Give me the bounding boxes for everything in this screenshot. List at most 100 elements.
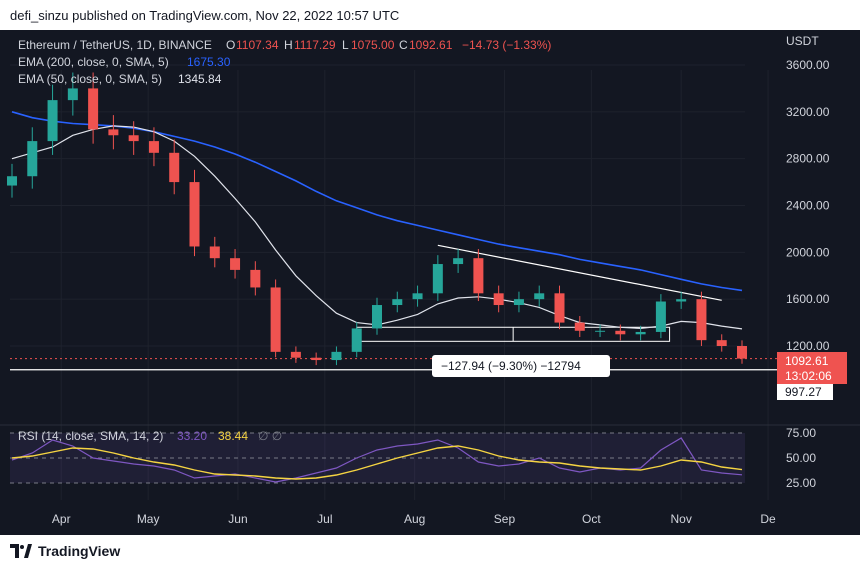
tradingview-logo[interactable]: TradingView	[10, 543, 120, 559]
candle-body	[513, 299, 524, 306]
candle-body	[169, 152, 180, 183]
currency-label: USDT	[786, 34, 819, 48]
candle-body	[270, 287, 281, 352]
legend-ema200-value: 1675.30	[187, 55, 231, 69]
legend: Ethereum / TetherUS, 1D, BINANCE O 1107.…	[18, 38, 551, 86]
candle-body	[615, 330, 626, 335]
tradingview-icon	[10, 544, 32, 558]
candle-body	[7, 176, 17, 186]
current-price-value: 1092.61	[785, 354, 829, 368]
countdown-value: 13:02:06	[785, 369, 832, 383]
price-tick: 2400.00	[786, 199, 830, 213]
month-tick: Nov	[670, 512, 691, 526]
month-tick: Jun	[228, 512, 247, 526]
legend-h-label: H	[284, 38, 293, 52]
rsi-sma-value: 38.44	[218, 429, 248, 443]
month-tick: Jul	[317, 512, 332, 526]
candle-body	[554, 293, 565, 323]
price-tick: 3600.00	[786, 58, 830, 72]
support-price-value: 997.27	[785, 385, 822, 399]
month-tick: Apr	[52, 512, 71, 526]
candle-body	[108, 129, 119, 136]
candle-body	[47, 100, 58, 142]
legend-o-label: O	[226, 38, 235, 52]
legend-change: −14.73 (−1.33%)	[462, 38, 551, 52]
time-axis[interactable]: Apr May Jun Jul Aug Sep Oct Nov De	[52, 512, 776, 526]
month-tick: De	[760, 512, 776, 526]
measure-tooltip[interactable]: −127.94 (−9.30%) −12794	[432, 355, 610, 377]
candle-body	[696, 299, 707, 341]
descending-trendline[interactable]	[437, 244, 722, 301]
month-tick: Aug	[404, 512, 425, 526]
ema200-line	[11, 111, 743, 292]
measure-text: −127.94 (−9.30%) −12794	[441, 359, 581, 373]
price-tick: 1200.00	[786, 339, 830, 353]
candle-body	[534, 293, 545, 300]
candle-body	[128, 135, 139, 142]
candle-body	[473, 258, 484, 294]
price-tick: 2000.00	[786, 245, 830, 259]
candle-body	[574, 322, 585, 331]
rsi-tick: 25.00	[786, 476, 816, 490]
rsi-extra: ∅ ∅	[258, 429, 282, 443]
candle-body	[595, 330, 606, 332]
candle-body	[250, 269, 261, 288]
price-chart-svg[interactable]: Ethereum / TetherUS, 1D, BINANCE O 1107.…	[0, 30, 860, 535]
candle-body	[230, 258, 241, 270]
current-price-tag: 1092.61 13:02:06	[777, 352, 847, 384]
legend-low: 1075.00	[351, 38, 395, 52]
rsi-label: RSI (14, close, SMA, 14, 2)	[18, 429, 163, 443]
candle-body	[737, 346, 747, 359]
rsi-line	[11, 437, 743, 483]
month-tick: Sep	[494, 512, 516, 526]
rsi-legend: RSI (14, close, SMA, 14, 2) 33.20 38.44 …	[18, 429, 282, 443]
candles-group	[7, 72, 747, 366]
candle-body	[635, 331, 646, 335]
candle-body	[655, 301, 666, 332]
candle-body	[493, 293, 504, 306]
price-axis[interactable]: 3600.00 3200.00 2800.00 2400.00 2000.00 1600.…	[786, 58, 830, 353]
footer: TradingView	[0, 535, 860, 569]
candle-body	[676, 299, 687, 302]
candle-body	[432, 264, 443, 294]
candle-body	[412, 293, 423, 300]
legend-ema50-label: EMA (50, close, 0, SMA, 5)	[18, 72, 162, 86]
candle-body	[88, 88, 99, 130]
price-tick: 1600.00	[786, 292, 830, 306]
candle-body	[27, 141, 38, 177]
legend-l-label: L	[342, 38, 349, 52]
legend-ema50-value: 1345.84	[178, 72, 222, 86]
candle-body	[453, 258, 464, 265]
rsi-axis: 75.00 50.00 25.00	[786, 426, 816, 490]
candle-body	[716, 340, 727, 346]
candle-body	[209, 246, 220, 259]
candle-body	[148, 141, 159, 153]
rsi-value: 33.20	[177, 429, 207, 443]
header: defi_sinzu published on TradingView.com,…	[0, 0, 860, 30]
month-tick: May	[137, 512, 160, 526]
candle-body	[67, 88, 78, 101]
candle-body	[189, 182, 200, 247]
price-tick: 3200.00	[786, 105, 830, 119]
candle-body	[331, 351, 342, 361]
legend-high: 1117.29	[294, 38, 336, 52]
legend-c-label: C	[399, 38, 408, 52]
rsi-sma-line	[11, 445, 743, 480]
candle-body	[392, 299, 403, 306]
candle-body	[372, 305, 382, 329]
rsi-tick: 50.00	[786, 451, 816, 465]
chart-area[interactable]: Ethereum / TetherUS, 1D, BINANCE O 1107.…	[0, 30, 860, 535]
legend-open: 1107.34	[236, 38, 279, 52]
legend-ema200-label: EMA (200, close, 0, SMA, 5)	[18, 55, 169, 69]
publish-info: defi_sinzu published on TradingView.com,…	[10, 8, 400, 23]
rsi-tick: 75.00	[786, 426, 816, 440]
candle-body	[290, 351, 301, 358]
support-price-tag: 997.27	[777, 384, 833, 400]
tradingview-brand: TradingView	[38, 543, 121, 559]
candle-body	[351, 328, 362, 352]
legend-close: 1092.61	[409, 38, 453, 52]
month-tick: Oct	[582, 512, 601, 526]
price-tick: 2800.00	[786, 152, 830, 166]
candle-body	[311, 357, 322, 361]
legend-symbol: Ethereum / TetherUS, 1D, BINANCE	[18, 38, 212, 52]
